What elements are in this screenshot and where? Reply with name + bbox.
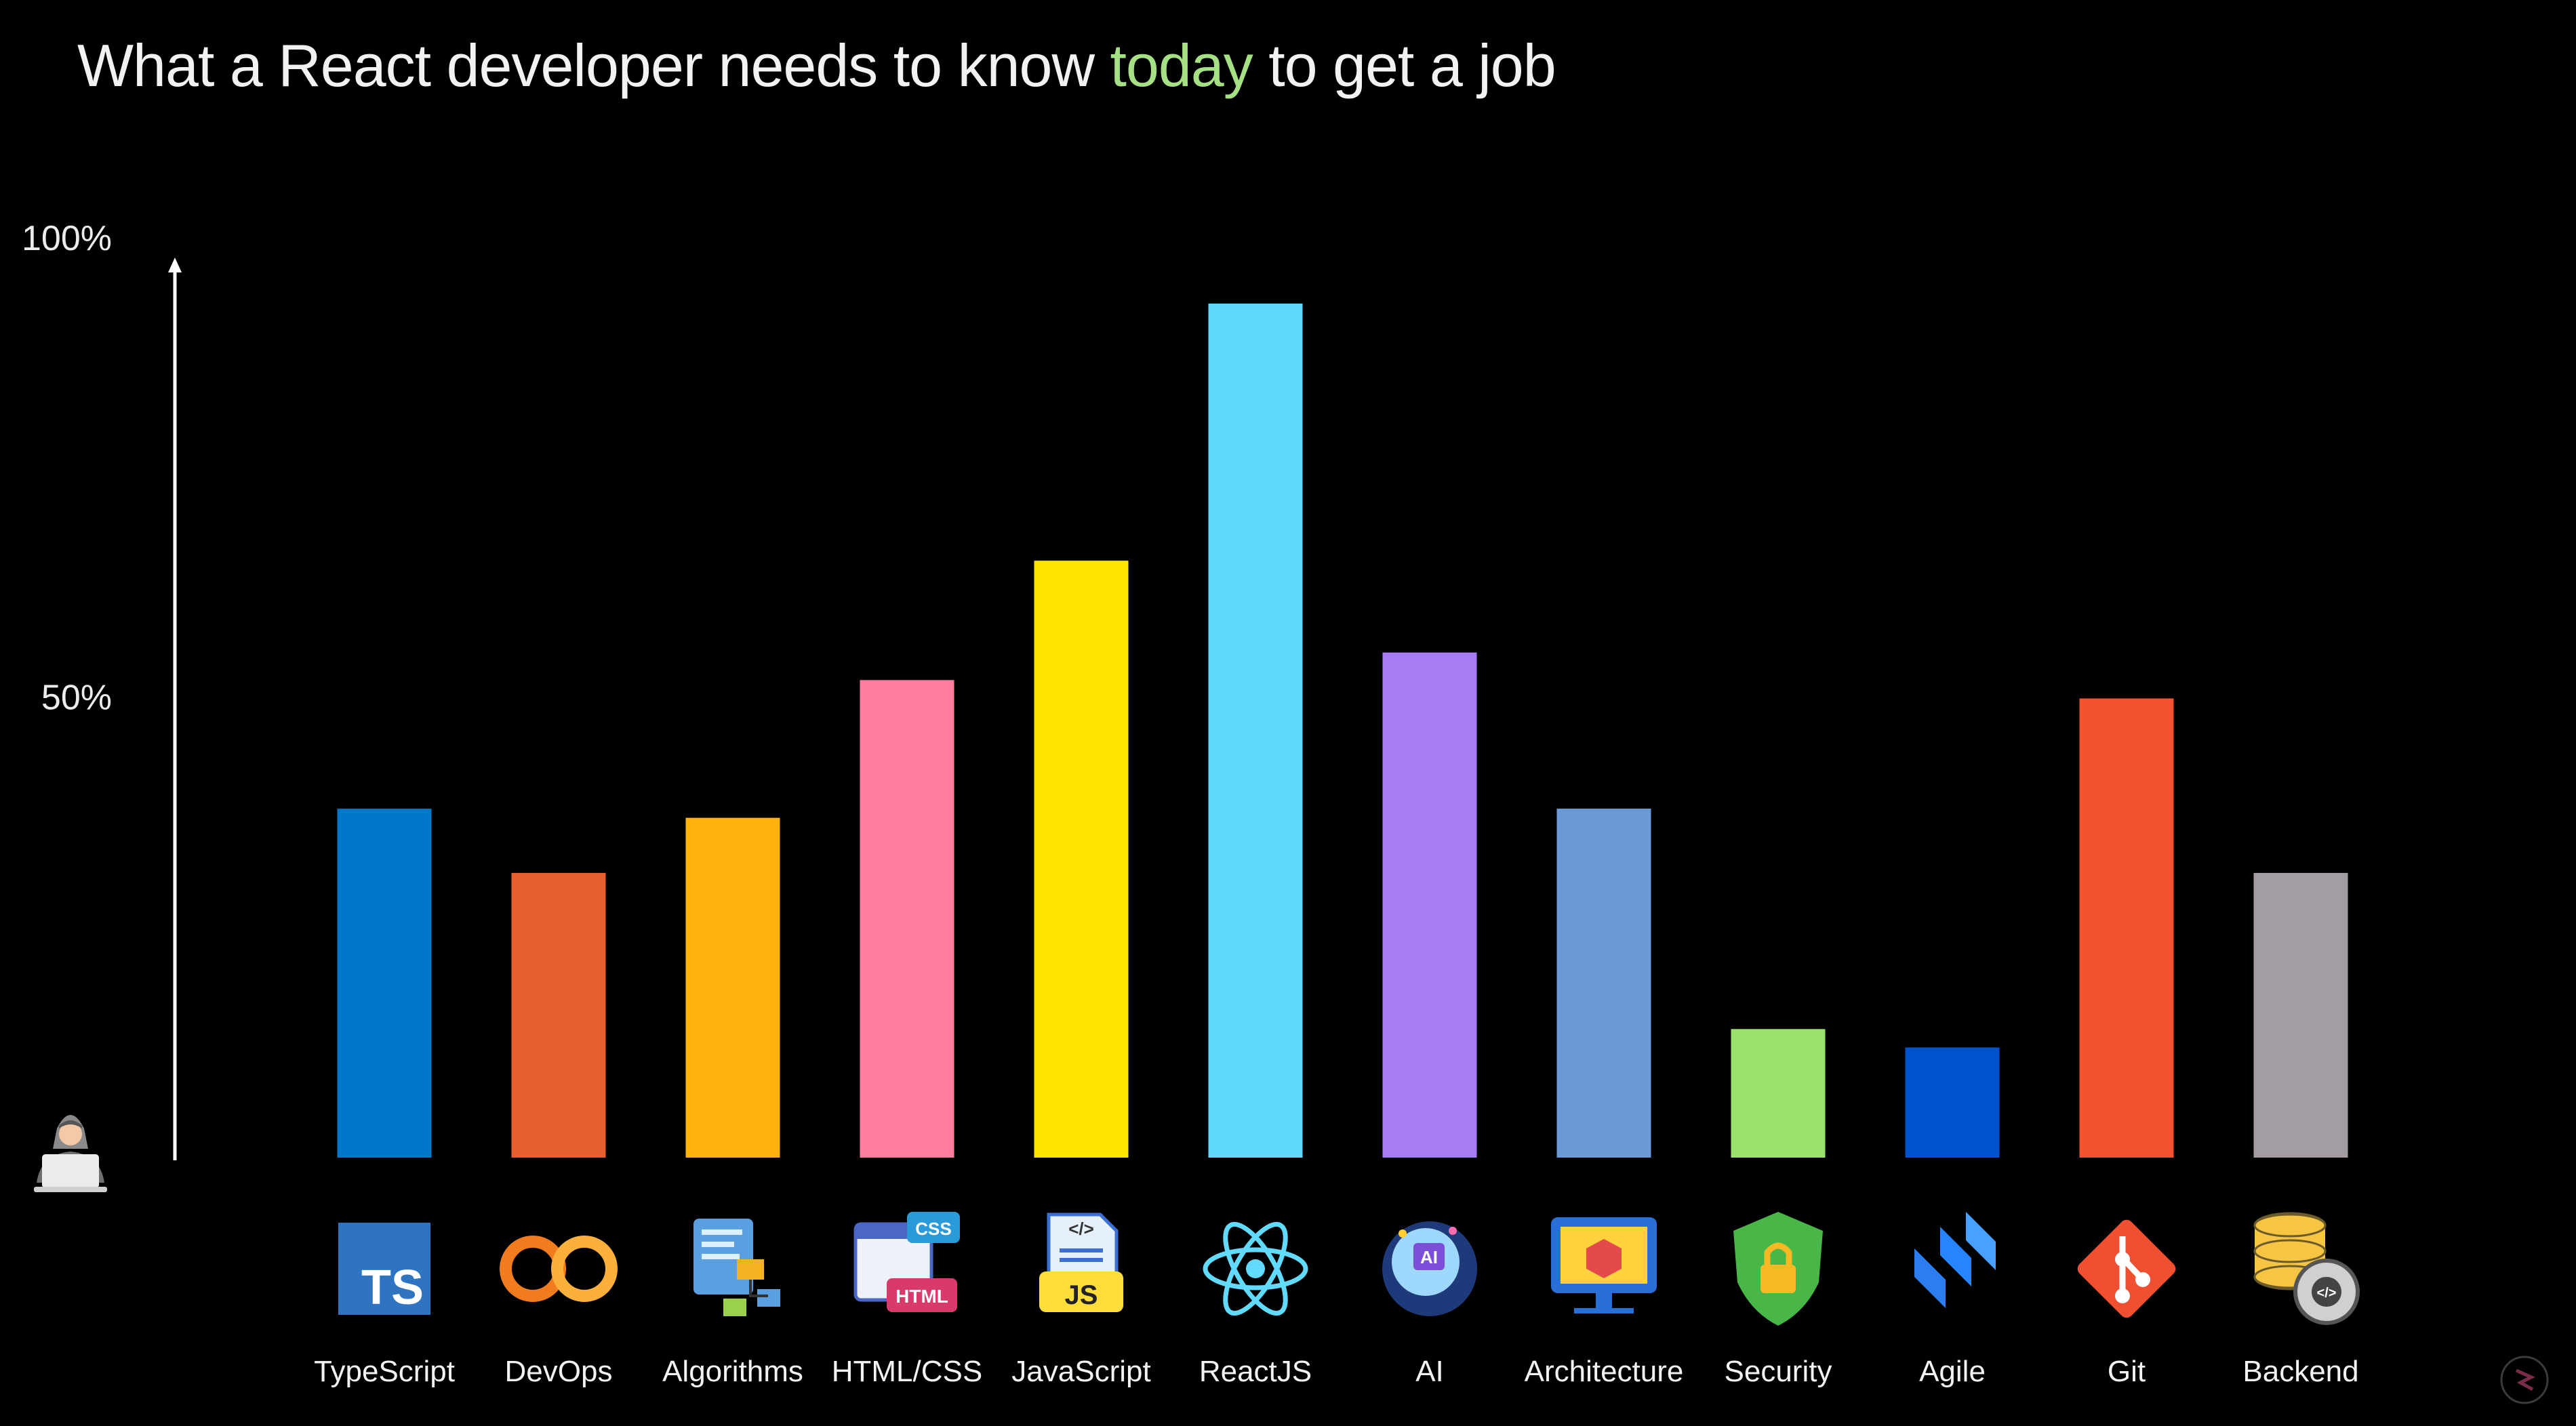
bar-security: [1731, 1029, 1826, 1158]
x-tick-label: Backend: [2242, 1355, 2358, 1388]
bar-backend: [2253, 872, 2348, 1158]
bar-ai: [1382, 652, 1477, 1158]
x-tick-label: Algorithms: [662, 1355, 803, 1388]
ai-brain-icon: AI: [1382, 1221, 1477, 1316]
x-tick-label: Agile: [1919, 1355, 1986, 1388]
bar-algorithms: [685, 817, 780, 1158]
x-tick-label: HTML/CSS: [832, 1355, 982, 1388]
bar-html-css: [860, 680, 954, 1158]
svg-text:CSS: CSS: [915, 1219, 951, 1239]
html-css-windows-icon: CSS HTML: [853, 1212, 960, 1312]
javascript-file-icon: </> JS: [1039, 1213, 1123, 1312]
y-ticks: 100% 50%: [22, 219, 112, 718]
y-tick-label: 50%: [41, 678, 112, 718]
svg-text:</>: </>: [1068, 1219, 1094, 1239]
title-text-before: What a React developer needs to know: [77, 32, 1095, 99]
svg-text:JS: JS: [1065, 1280, 1098, 1310]
svg-text:AI: AI: [1420, 1247, 1438, 1267]
bar-typescript: [337, 809, 432, 1158]
typescript-logo-icon: TS: [338, 1223, 430, 1315]
security-shield-lock-icon: [1733, 1212, 1823, 1326]
x-tick-label: Architecture: [1525, 1355, 1684, 1388]
chart-title: What a React developer needs to know tod…: [77, 31, 1556, 100]
category-icons: TS CSS HTML </> JS AI </>: [338, 1212, 2360, 1326]
bar-javascript: [1034, 561, 1129, 1158]
bar-reactjs: [1208, 303, 1303, 1158]
developer-avatar-icon: [34, 1115, 107, 1192]
x-tick-label: Git: [2108, 1355, 2146, 1388]
bar-architecture: [1556, 809, 1651, 1158]
git-logo-icon: [2077, 1219, 2176, 1318]
agile-jira-icon: [1914, 1212, 1996, 1308]
x-tick-label: DevOps: [505, 1355, 613, 1388]
x-tick-label: TypeScript: [314, 1355, 455, 1388]
x-tick-label: ReactJS: [1199, 1355, 1312, 1388]
architecture-blueprint-icon: [1551, 1217, 1657, 1313]
x-tick-label: AI: [1415, 1355, 1444, 1388]
svg-text:TS: TS: [361, 1261, 424, 1315]
bar-agile: [1905, 1047, 2000, 1158]
react-atom-icon: [1203, 1221, 1308, 1316]
x-tick-label: JavaScript: [1011, 1355, 1150, 1388]
y-tick-label: 100%: [22, 219, 112, 258]
algorithms-flowchart-icon: [693, 1219, 780, 1316]
corner-logo-icon: [2500, 1356, 2549, 1404]
bar-git: [2079, 698, 2174, 1158]
svg-text:HTML: HTML: [895, 1286, 948, 1307]
x-tick-labels: TypeScript DevOps Algorithms HTML/CSS JavaSc…: [314, 1355, 2359, 1388]
bar-devops: [511, 872, 606, 1158]
y-axis-arrowhead: [168, 258, 182, 272]
title-highlight: today: [1110, 32, 1253, 99]
x-tick-label: Security: [1725, 1355, 1832, 1388]
bars: [337, 303, 2348, 1158]
svg-text:</>: </>: [2317, 1286, 2337, 1301]
devops-loop-icon: [500, 1236, 618, 1302]
title-text-after: to get a job: [1268, 32, 1556, 99]
backend-database-gear-icon: </>: [2253, 1212, 2360, 1325]
